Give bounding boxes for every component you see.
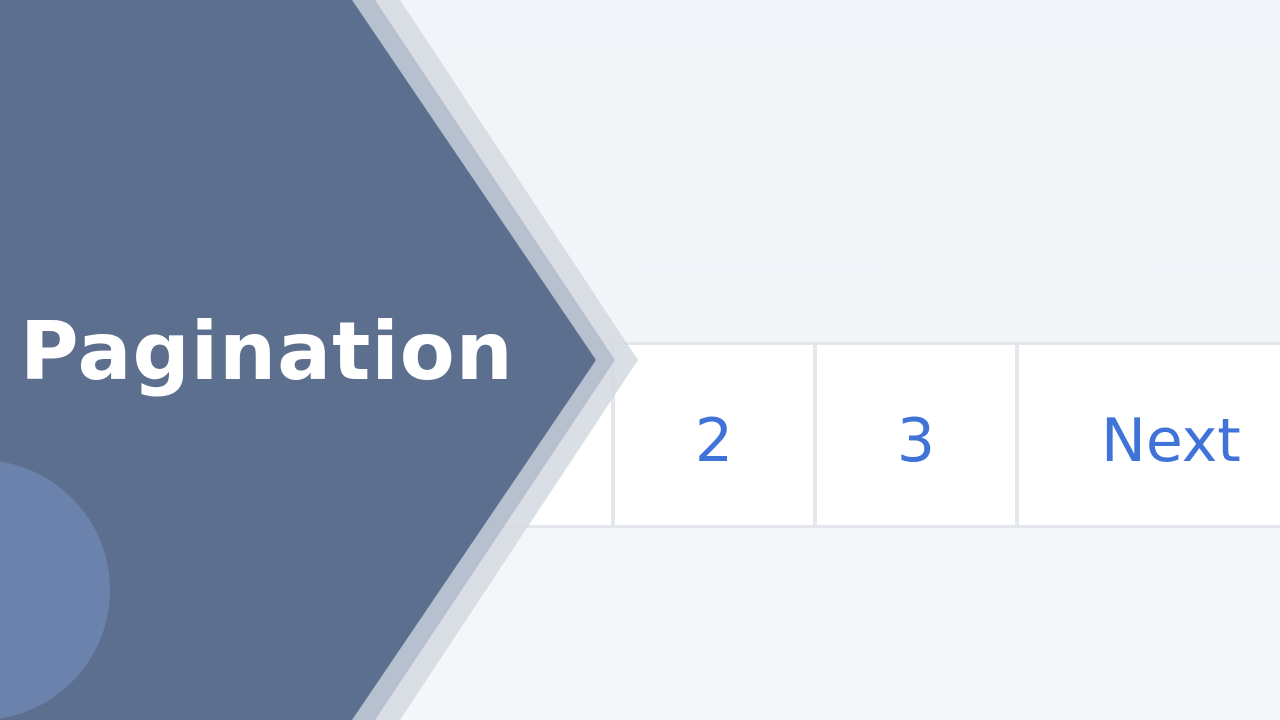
page-number-label: 2 <box>694 406 734 476</box>
pagination-page-3-button[interactable]: 3 <box>813 345 1015 525</box>
pagination-next-button[interactable]: Next <box>1015 345 1280 525</box>
pagination-page-2-button[interactable]: 2 <box>611 345 813 525</box>
page-title: Pagination <box>20 305 514 398</box>
next-label: Next <box>1101 406 1241 476</box>
pagination-bar: 2 3 Next <box>470 342 1280 528</box>
page-number-label: 3 <box>896 406 936 476</box>
decorative-circle <box>0 461 110 719</box>
pagination-previous-cell[interactable] <box>470 345 611 525</box>
